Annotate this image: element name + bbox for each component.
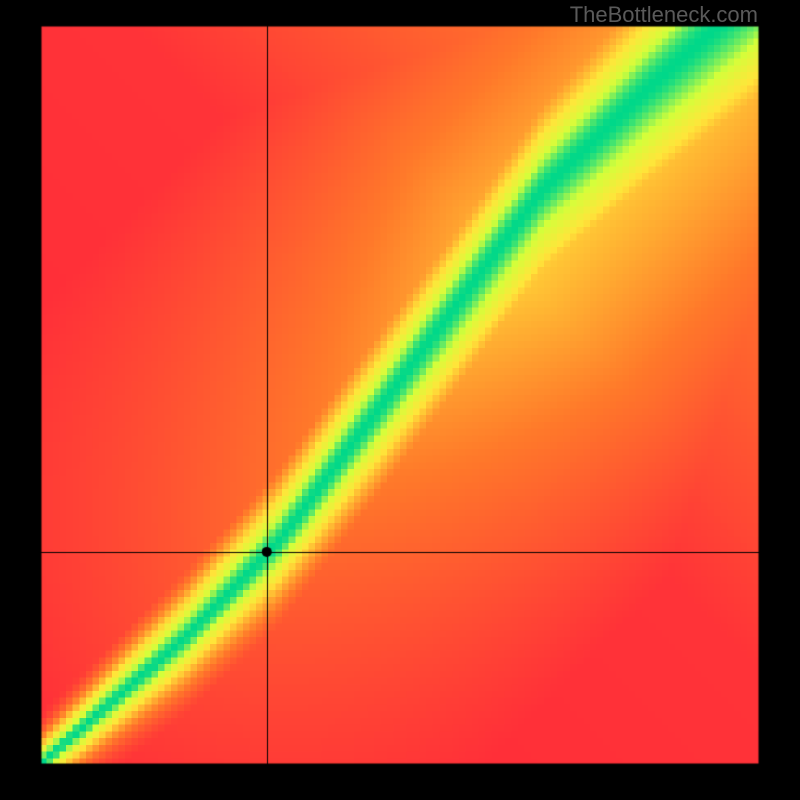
- overlay-canvas: [0, 0, 800, 800]
- watermark-text: TheBottleneck.com: [570, 2, 758, 28]
- chart-container: TheBottleneck.com: [0, 0, 800, 800]
